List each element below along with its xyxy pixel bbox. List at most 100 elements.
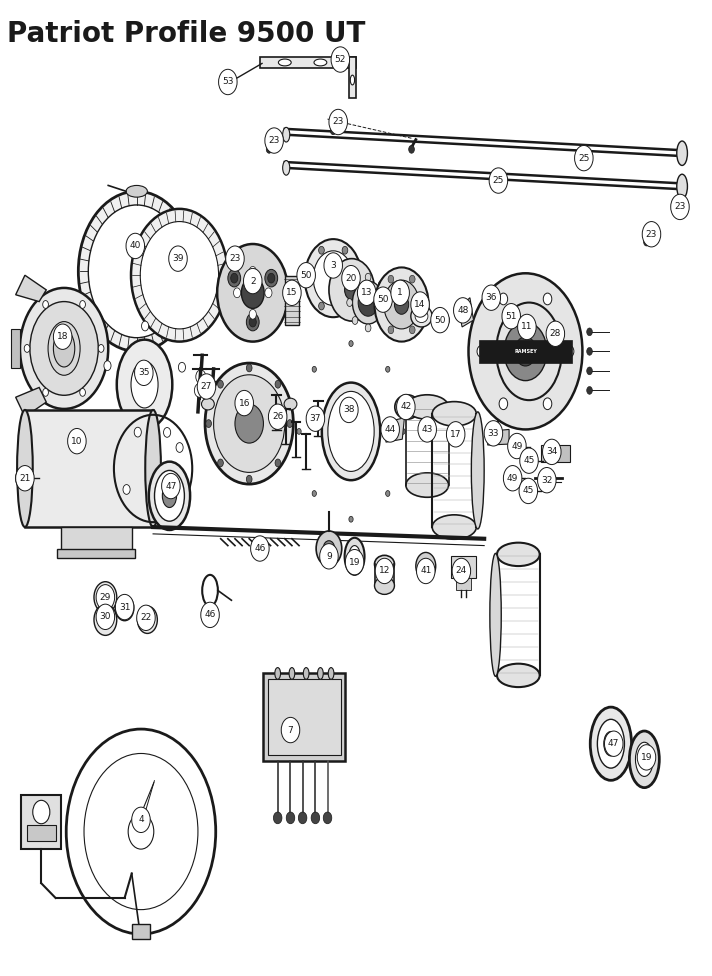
Ellipse shape	[284, 398, 297, 410]
Text: RAMSEY: RAMSEY	[514, 348, 537, 354]
Circle shape	[205, 363, 293, 484]
Circle shape	[468, 273, 582, 429]
Circle shape	[543, 439, 561, 465]
Circle shape	[246, 475, 252, 483]
Ellipse shape	[432, 514, 476, 539]
Circle shape	[142, 321, 149, 331]
Text: 21: 21	[19, 473, 31, 483]
Circle shape	[375, 267, 429, 342]
Circle shape	[316, 531, 342, 566]
Circle shape	[354, 274, 360, 282]
Circle shape	[311, 812, 320, 824]
Circle shape	[323, 812, 332, 824]
Circle shape	[131, 209, 228, 342]
Text: Patriot Profile 9500 UT: Patriot Profile 9500 UT	[7, 20, 365, 48]
Ellipse shape	[314, 59, 327, 65]
Polygon shape	[25, 410, 153, 527]
Circle shape	[365, 273, 371, 281]
Ellipse shape	[411, 305, 432, 327]
Circle shape	[137, 605, 155, 630]
Text: 23: 23	[674, 202, 686, 212]
Circle shape	[520, 448, 538, 473]
Circle shape	[96, 604, 115, 630]
Ellipse shape	[300, 268, 315, 282]
Circle shape	[305, 239, 362, 317]
Ellipse shape	[406, 394, 449, 420]
Text: 32: 32	[541, 475, 553, 485]
Ellipse shape	[275, 668, 281, 679]
Circle shape	[587, 347, 592, 355]
Circle shape	[388, 275, 394, 283]
Circle shape	[502, 304, 520, 329]
Ellipse shape	[328, 668, 334, 679]
Circle shape	[283, 280, 301, 305]
Ellipse shape	[349, 546, 360, 567]
Ellipse shape	[48, 321, 80, 376]
Circle shape	[265, 288, 272, 298]
Text: 36: 36	[486, 293, 497, 303]
Text: 25: 25	[578, 153, 590, 163]
Circle shape	[273, 812, 282, 824]
Circle shape	[99, 611, 112, 629]
Text: 38: 38	[343, 405, 355, 415]
Circle shape	[33, 800, 50, 824]
Circle shape	[249, 317, 256, 327]
Circle shape	[78, 191, 195, 351]
Circle shape	[68, 428, 86, 454]
Polygon shape	[132, 924, 150, 939]
Ellipse shape	[375, 555, 394, 573]
Ellipse shape	[497, 664, 540, 687]
Circle shape	[281, 717, 300, 743]
Circle shape	[312, 366, 316, 372]
Circle shape	[19, 473, 26, 483]
Polygon shape	[61, 527, 132, 551]
Circle shape	[98, 345, 104, 352]
Polygon shape	[541, 445, 570, 462]
Text: 33: 33	[488, 428, 499, 438]
Ellipse shape	[379, 295, 390, 305]
Polygon shape	[456, 578, 471, 590]
Circle shape	[80, 388, 85, 396]
Circle shape	[340, 397, 358, 423]
Circle shape	[671, 194, 689, 220]
Circle shape	[169, 246, 187, 271]
Circle shape	[142, 612, 153, 628]
Circle shape	[342, 303, 347, 310]
Text: 49: 49	[507, 473, 518, 483]
Circle shape	[508, 433, 526, 459]
Circle shape	[214, 375, 285, 472]
Circle shape	[120, 601, 130, 615]
Polygon shape	[263, 673, 345, 761]
Circle shape	[306, 406, 325, 431]
Circle shape	[319, 246, 325, 254]
Circle shape	[53, 324, 72, 349]
Circle shape	[642, 222, 661, 247]
Circle shape	[477, 346, 486, 357]
Circle shape	[518, 314, 536, 340]
Circle shape	[543, 398, 552, 410]
Text: 42: 42	[400, 402, 412, 412]
Text: 46: 46	[204, 610, 216, 620]
Circle shape	[342, 265, 360, 291]
Circle shape	[249, 309, 256, 319]
Ellipse shape	[434, 313, 449, 327]
Text: 23: 23	[229, 254, 241, 264]
Circle shape	[219, 69, 237, 95]
Circle shape	[115, 595, 134, 621]
Ellipse shape	[126, 185, 147, 197]
Circle shape	[226, 246, 244, 271]
Text: 43: 43	[422, 425, 433, 434]
Circle shape	[218, 381, 224, 388]
Polygon shape	[451, 556, 476, 578]
Circle shape	[454, 298, 472, 323]
Text: 30: 30	[100, 612, 111, 622]
Circle shape	[418, 417, 436, 442]
Text: 52: 52	[335, 55, 346, 64]
Circle shape	[162, 473, 180, 499]
Circle shape	[201, 602, 219, 628]
Circle shape	[357, 280, 376, 305]
Circle shape	[484, 421, 503, 446]
Ellipse shape	[53, 330, 75, 367]
Ellipse shape	[415, 309, 428, 322]
Text: 53: 53	[222, 77, 234, 87]
